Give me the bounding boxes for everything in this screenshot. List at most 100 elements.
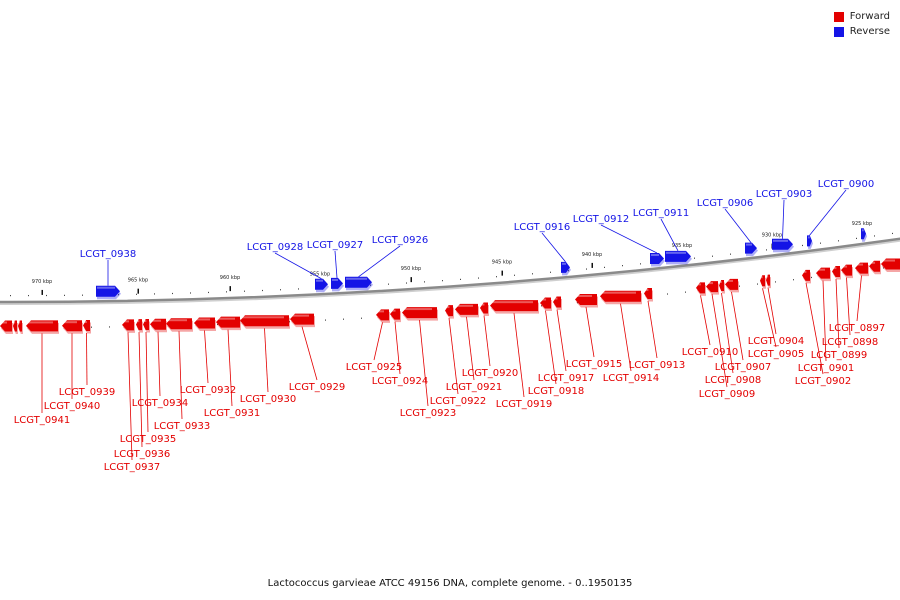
gene-LCGT_0933[interactable]	[166, 318, 193, 332]
gene-LCGT_0902[interactable]	[802, 269, 811, 284]
gene-LCGT_0904-highlight	[767, 275, 769, 278]
gene-LCGT_0938[interactable]	[96, 285, 121, 300]
gene-LCGT_0924[interactable]	[390, 308, 401, 323]
gene-LCGT_0941[interactable]	[26, 320, 59, 334]
gene-LCGT_0911[interactable]	[665, 250, 692, 265]
gene-label[interactable]: LCGT_0919	[496, 399, 553, 410]
gene-label[interactable]: LCGT_0905	[748, 349, 805, 360]
gene-reverse-unlabeled[interactable]	[861, 228, 867, 242]
gene-LCGT_0935[interactable]	[143, 319, 150, 333]
gene-label[interactable]: LCGT_0938	[80, 249, 137, 260]
gene-LCGT_0910[interactable]	[696, 282, 706, 296]
gene-LCGT_0930[interactable]	[240, 315, 290, 329]
gene-label[interactable]: LCGT_0913	[629, 360, 686, 371]
gene-LCGT_0926[interactable]	[345, 276, 373, 291]
gene-label[interactable]: LCGT_0903	[756, 189, 813, 200]
gene-LCGT_0934[interactable]	[150, 318, 167, 333]
gene-LCGT_0913-highlight	[645, 288, 649, 291]
gene-LCGT_0897[interactable]	[855, 262, 869, 277]
gene-LCGT_0903[interactable]	[772, 238, 794, 253]
gene-label[interactable]: LCGT_0897	[829, 323, 886, 334]
gene-LCGT_0915[interactable]	[575, 293, 598, 308]
gene-label[interactable]: LCGT_0924	[372, 376, 429, 387]
gene-LCGT_0932[interactable]	[194, 317, 216, 331]
gene-label[interactable]: LCGT_0926	[372, 235, 429, 246]
gene-label[interactable]: LCGT_0934	[132, 398, 189, 409]
gene-label[interactable]: LCGT_0910	[682, 347, 739, 358]
gene-LCGT_0912[interactable]	[650, 253, 665, 267]
gene-label[interactable]: LCGT_0927	[307, 240, 364, 251]
gene-LCGT_0929[interactable]	[290, 313, 315, 328]
gene-LCGT_0904[interactable]	[766, 274, 771, 289]
gene-forward-unlabeled[interactable]	[18, 320, 23, 335]
gene-forward-unlabeled[interactable]	[13, 320, 18, 335]
gene-label[interactable]: LCGT_0911	[633, 208, 690, 219]
gene-LCGT_0928[interactable]	[315, 278, 329, 293]
gene-label[interactable]: LCGT_0930	[240, 394, 297, 405]
gene-label[interactable]: LCGT_0925	[346, 362, 403, 373]
gene-LCGT_0931[interactable]	[216, 316, 241, 331]
gene-LCGT_0914[interactable]	[600, 290, 642, 305]
gene-label[interactable]: LCGT_0941	[14, 415, 71, 426]
gene-label[interactable]: LCGT_0933	[154, 421, 211, 432]
gene-label[interactable]: LCGT_0915	[566, 359, 623, 370]
gene-LCGT_0899[interactable]	[832, 265, 841, 280]
gene-label[interactable]: LCGT_0923	[400, 408, 457, 419]
gene-forward-unlabeled[interactable]	[869, 260, 881, 275]
gene-label[interactable]: LCGT_0908	[705, 375, 762, 386]
gene-LCGT_0917[interactable]	[553, 296, 562, 311]
gene-label[interactable]: LCGT_0939	[59, 387, 116, 398]
gene-LCGT_0908[interactable]	[719, 280, 725, 294]
gene-LCGT_0909[interactable]	[706, 281, 719, 295]
gene-LCGT_0937[interactable]	[122, 319, 135, 333]
gene-label[interactable]: LCGT_0935	[120, 434, 177, 445]
gene-label[interactable]: LCGT_0932	[180, 385, 237, 396]
gene-label[interactable]: LCGT_0918	[528, 386, 585, 397]
gene-label[interactable]: LCGT_0922	[430, 396, 487, 407]
gene-label[interactable]: LCGT_0931	[204, 408, 261, 419]
gene-label[interactable]: LCGT_0928	[247, 242, 304, 253]
gene-LCGT_0907[interactable]	[725, 278, 739, 293]
gene-label[interactable]: LCGT_0898	[822, 337, 879, 348]
gene-label[interactable]: LCGT_0929	[289, 382, 346, 393]
gene-LCGT_0940[interactable]	[62, 320, 83, 334]
gene-label[interactable]: LCGT_0937	[104, 462, 161, 473]
gene-LCGT_0913[interactable]	[644, 287, 653, 302]
gene-label[interactable]: LCGT_0901	[798, 363, 855, 374]
gene-forward-unlabeled[interactable]	[0, 320, 13, 335]
gene-label[interactable]: LCGT_0907	[715, 362, 772, 373]
gene-LCGT_0920[interactable]	[480, 302, 489, 317]
gene-LCGT_0918[interactable]	[540, 297, 552, 312]
gene-label[interactable]: LCGT_0906	[697, 198, 754, 209]
gene-label[interactable]: LCGT_0912	[573, 214, 630, 225]
gene-LCGT_0939[interactable]	[83, 320, 91, 334]
gene-label[interactable]: LCGT_0940	[44, 401, 101, 412]
gene-label[interactable]: LCGT_0904	[748, 336, 805, 347]
gene-LCGT_0916[interactable]	[561, 261, 571, 276]
gene-LCGT_0906[interactable]	[745, 242, 758, 257]
gene-label[interactable]: LCGT_0914	[603, 373, 660, 384]
gene-label[interactable]: LCGT_0900	[818, 179, 875, 190]
gene-LCGT_0941-highlight	[27, 321, 53, 324]
gene-forward-unlabeled-body	[869, 260, 880, 272]
gene-LCGT_0923[interactable]	[402, 307, 438, 321]
gene-LCGT_0925[interactable]	[376, 309, 390, 323]
gene-label[interactable]: LCGT_0902	[795, 376, 852, 387]
gene-LCGT_0919[interactable]	[490, 300, 539, 314]
gene-label[interactable]: LCGT_0936	[114, 449, 171, 460]
gene-LCGT_0927[interactable]	[331, 277, 344, 292]
gene-forward-unlabeled[interactable]	[881, 258, 900, 273]
gene-LCGT_0921[interactable]	[455, 303, 479, 318]
gene-label[interactable]: LCGT_0916	[514, 222, 571, 233]
gene-label[interactable]: LCGT_0909	[699, 389, 756, 400]
gene-label[interactable]: LCGT_0899	[811, 350, 868, 361]
gene-LCGT_0905[interactable]	[760, 275, 766, 289]
gene-label[interactable]: LCGT_0917	[538, 373, 595, 384]
gene-LCGT_0936[interactable]	[136, 319, 143, 333]
gene-LCGT_0900[interactable]	[807, 235, 813, 249]
gene-LCGT_0922[interactable]	[445, 305, 454, 319]
gene-label[interactable]: LCGT_0920	[462, 368, 519, 379]
gene-LCGT_0901[interactable]	[816, 267, 831, 282]
gene-LCGT_0898[interactable]	[841, 264, 853, 279]
gene-label[interactable]: LCGT_0921	[446, 382, 503, 393]
